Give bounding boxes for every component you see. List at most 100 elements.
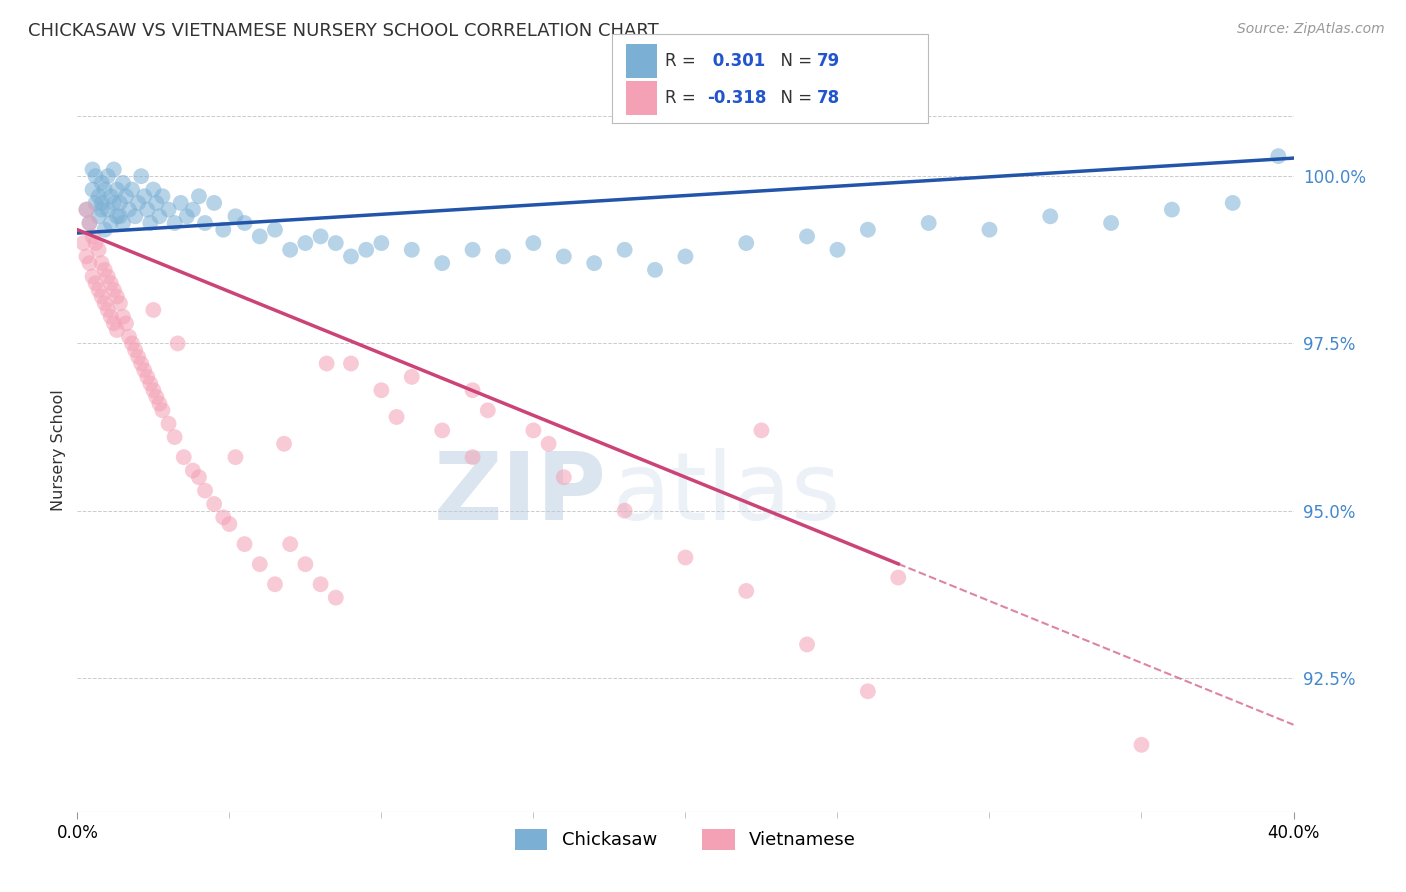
Point [111, 310, 134, 324]
Point [87, 210, 110, 224]
Point [97, 202, 120, 217]
Point [142, 303, 165, 318]
Point [461, 243, 484, 257]
Point [100, 277, 122, 291]
Point [72, 236, 94, 251]
Point [224, 450, 246, 465]
Point [1099, 216, 1122, 230]
Point [84, 236, 107, 251]
Point [401, 243, 423, 257]
Point [108, 210, 131, 224]
Point [370, 236, 392, 251]
Point [93, 296, 115, 310]
Text: N =: N = [770, 52, 818, 70]
Point [796, 229, 818, 244]
Point [887, 571, 910, 585]
Point [100, 216, 122, 230]
Point [249, 229, 271, 244]
Point [148, 210, 170, 224]
Point [856, 223, 879, 237]
Point [129, 169, 152, 184]
Point [613, 243, 636, 257]
Point [90, 176, 112, 190]
Text: N =: N = [770, 89, 818, 107]
Point [108, 296, 131, 310]
Point [79, 256, 101, 270]
Point [136, 370, 159, 384]
Point [188, 470, 211, 484]
Point [827, 243, 849, 257]
Point [340, 250, 363, 264]
Point [129, 357, 152, 371]
Point [325, 236, 347, 251]
Point [90, 290, 112, 304]
Point [108, 196, 131, 211]
Point [735, 236, 758, 251]
Point [145, 390, 167, 404]
Point [735, 584, 758, 599]
Point [142, 183, 165, 197]
Text: 79: 79 [817, 52, 841, 70]
Point [124, 343, 146, 358]
Point [181, 202, 204, 217]
Text: -0.318: -0.318 [707, 89, 766, 107]
Point [173, 450, 195, 465]
Text: R =: R = [665, 52, 702, 70]
Point [170, 196, 193, 211]
Point [163, 430, 186, 444]
Point [553, 250, 575, 264]
Point [264, 577, 287, 591]
Point [461, 384, 484, 398]
Point [127, 196, 149, 211]
Point [79, 216, 101, 230]
Point [370, 384, 392, 398]
Point [103, 162, 125, 177]
Point [100, 189, 122, 203]
Point [537, 437, 560, 451]
Text: Source: ZipAtlas.com: Source: ZipAtlas.com [1237, 22, 1385, 37]
Point [82, 183, 104, 197]
Point [157, 417, 180, 431]
Point [176, 210, 198, 224]
Point [194, 216, 217, 230]
Point [84, 169, 107, 184]
Point [181, 464, 204, 478]
Point [979, 223, 1001, 237]
Point [1222, 196, 1244, 211]
Point [111, 216, 134, 230]
Point [118, 330, 141, 344]
Point [136, 202, 159, 217]
Point [84, 196, 107, 211]
Point [163, 216, 186, 230]
Point [103, 196, 125, 211]
Point [325, 591, 347, 605]
Point [613, 504, 636, 518]
Point [340, 357, 363, 371]
Text: 0.301: 0.301 [707, 52, 765, 70]
Point [385, 410, 408, 425]
Point [1039, 210, 1062, 224]
Point [477, 403, 499, 417]
Point [121, 336, 143, 351]
Point [79, 216, 101, 230]
Point [796, 638, 818, 652]
Point [75, 250, 97, 264]
Point [522, 424, 544, 438]
Point [134, 363, 156, 377]
Point [492, 250, 515, 264]
Point [1161, 202, 1184, 217]
Point [105, 323, 128, 337]
Point [118, 202, 141, 217]
Point [309, 229, 332, 244]
Point [354, 243, 377, 257]
Point [93, 263, 115, 277]
Point [90, 196, 112, 211]
Point [401, 370, 423, 384]
Point [751, 424, 773, 438]
Point [233, 216, 256, 230]
Point [87, 283, 110, 297]
Point [148, 397, 170, 411]
Point [111, 176, 134, 190]
Point [157, 202, 180, 217]
Text: R =: R = [665, 89, 702, 107]
